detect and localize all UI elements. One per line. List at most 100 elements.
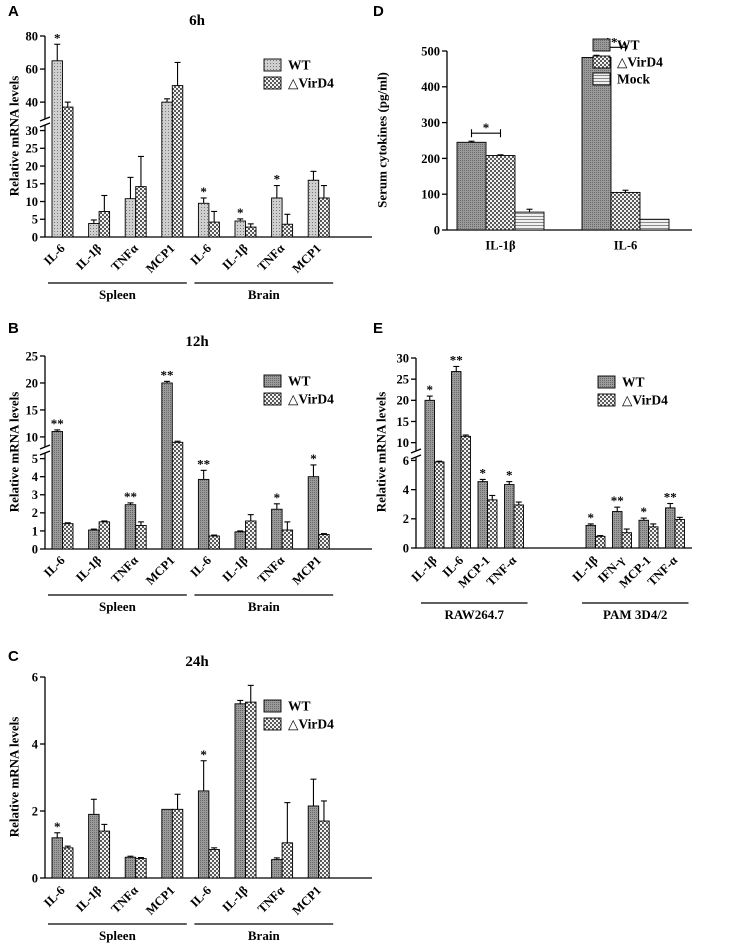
legend-label: WT [288,699,311,714]
group-label: PAM 3D4/2 [603,607,667,622]
x-category-label: IL-6 [614,238,638,252]
x-category-label: MCP1 [143,883,177,917]
significance-mark: * [274,172,281,187]
panel-label: E [373,320,383,337]
legend-swatch-dark [263,374,282,388]
legend-label: △VirD4 [288,717,334,732]
y-tick-label: 25 [26,142,39,156]
significance-mark: ** [611,493,624,508]
legend-swatch-dark [263,699,282,713]
x-category-label: MCP1 [143,553,177,587]
bar-check [171,441,184,550]
bar-dark [504,484,515,549]
x-category-label: MCP1 [289,553,323,587]
y-tick-label: 15 [397,415,410,429]
bar-check [135,858,147,879]
bar-check [98,521,111,550]
x-category-label: TNFα [108,553,141,586]
group-label: RAW264.7 [444,607,504,622]
x-category-label: TNFα [255,553,288,586]
y-axis-label: Relative mRNA levels [7,76,22,197]
x-category-label: TNF-α [645,553,680,588]
bar-dark [124,504,137,550]
x-category-label: TNF-α [484,553,519,588]
bar-check [171,85,184,238]
bar-check [135,525,147,550]
significance-mark: * [480,465,487,480]
y-tick-label: 15 [26,177,39,191]
significance-mark: * [274,490,281,505]
y-tick-label: 0 [403,541,409,555]
axis-break-mark [39,444,51,450]
bar-check [62,523,74,550]
y-tick-label: 30 [397,351,410,365]
legend-label: △VirD4 [288,76,334,91]
significance-mark: * [641,504,648,519]
legend-swatch-check [263,76,282,90]
group-label: Brain [248,599,281,614]
bar-check [62,847,74,879]
bar-check [487,499,498,549]
axis-break-mark [39,122,51,128]
bar-dark [88,529,100,550]
bar-dark [234,703,246,879]
panel-b: B 12h Relative mRNA levels 0 1 2 3 4 5 10 15 20 25 IL… [7,320,372,614]
legend-label: WT [288,58,311,73]
legend-swatch-dark [592,38,611,52]
bar-dark [638,519,649,549]
y-tick-label: 400 [421,80,440,94]
bar-check [648,526,659,549]
y-tick-label: 200 [421,152,440,166]
significance-mark: ** [124,489,137,504]
y-axis-label: Serum cytokines (pg/ml) [375,72,390,208]
legend-label: Mock [617,72,650,87]
bar-dark [585,524,596,549]
bar-light [197,202,210,238]
group-label: Spleen [99,287,137,302]
bar-check [281,842,294,879]
x-category-label: IL-6 [41,553,68,580]
y-tick-label: 10 [26,430,39,444]
y-tick-label: 500 [421,44,440,58]
y-tick-label: 25 [26,349,39,363]
significance-mark: * [310,451,317,466]
y-tick-label: 60 [26,62,39,76]
bar-dark [307,805,320,879]
panel-title: 6h [189,13,206,29]
legend-label: △VirD4 [288,392,334,407]
significance-mark: ** [161,367,174,382]
bar-light [88,223,100,238]
panel-title: 24h [185,654,209,670]
bar-dark [477,481,488,549]
significance-mark: * [237,205,244,220]
panel-label: C [8,648,19,665]
bar-dark [456,141,487,231]
bar-dark [271,508,283,550]
bar-check [62,106,74,238]
y-tick-label: 20 [26,159,39,173]
bar-check [135,186,147,238]
y-tick-label: 4 [403,483,410,497]
significance-mark: * [54,819,61,834]
significance-mark: * [588,510,595,525]
bar-check [208,849,220,879]
significance-mark: * [200,184,207,199]
bar-check [485,155,516,231]
axis-break-mark [410,448,422,454]
x-category-label: IL-1β [408,553,440,585]
bar-check [434,461,445,549]
bar-dark [451,371,462,549]
bar-check [245,701,257,879]
x-category-label: IL-6 [188,883,215,910]
significance-mark: * [54,30,61,45]
y-tick-label: 6 [403,454,409,468]
x-category-label: TNFα [255,883,288,916]
x-category-label: MCP1 [143,241,177,275]
bar-check [208,221,220,238]
x-category-label: TNFα [255,241,288,274]
x-category-label: IL-1β [219,241,251,273]
bar-dark [124,856,137,879]
bar-dark [581,56,612,231]
group-label: Brain [248,928,281,943]
bar-check [208,535,220,550]
